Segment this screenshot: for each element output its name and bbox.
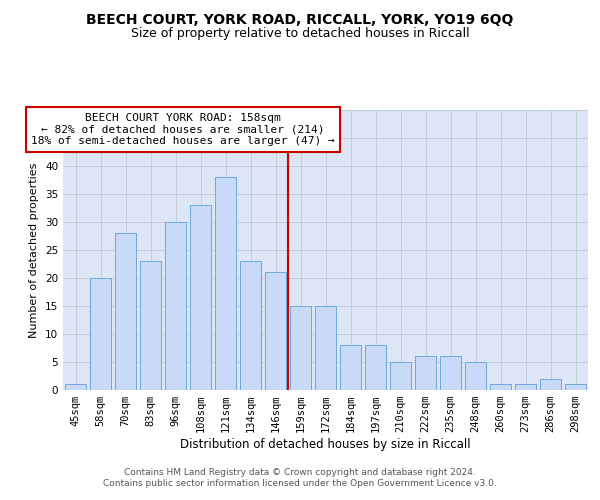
Bar — [415, 356, 436, 390]
Bar — [165, 222, 186, 390]
Bar — [440, 356, 461, 390]
Bar — [140, 261, 161, 390]
Bar — [90, 278, 111, 390]
Bar — [290, 306, 311, 390]
Bar — [65, 384, 86, 390]
Bar — [365, 345, 386, 390]
Bar — [465, 362, 486, 390]
Text: Size of property relative to detached houses in Riccall: Size of property relative to detached ho… — [131, 28, 469, 40]
Bar — [265, 272, 286, 390]
Y-axis label: Number of detached properties: Number of detached properties — [29, 162, 40, 338]
Text: BEECH COURT YORK ROAD: 158sqm
← 82% of detached houses are smaller (214)
18% of : BEECH COURT YORK ROAD: 158sqm ← 82% of d… — [31, 113, 335, 146]
Bar — [340, 345, 361, 390]
Bar — [540, 379, 561, 390]
Bar — [115, 233, 136, 390]
Bar — [565, 384, 586, 390]
Bar — [390, 362, 411, 390]
Bar — [240, 261, 261, 390]
Bar — [215, 177, 236, 390]
Text: Contains HM Land Registry data © Crown copyright and database right 2024.
Contai: Contains HM Land Registry data © Crown c… — [103, 468, 497, 487]
Bar — [190, 205, 211, 390]
Bar — [490, 384, 511, 390]
Text: BEECH COURT, YORK ROAD, RICCALL, YORK, YO19 6QQ: BEECH COURT, YORK ROAD, RICCALL, YORK, Y… — [86, 12, 514, 26]
Bar — [515, 384, 536, 390]
Bar — [315, 306, 336, 390]
X-axis label: Distribution of detached houses by size in Riccall: Distribution of detached houses by size … — [180, 438, 471, 451]
